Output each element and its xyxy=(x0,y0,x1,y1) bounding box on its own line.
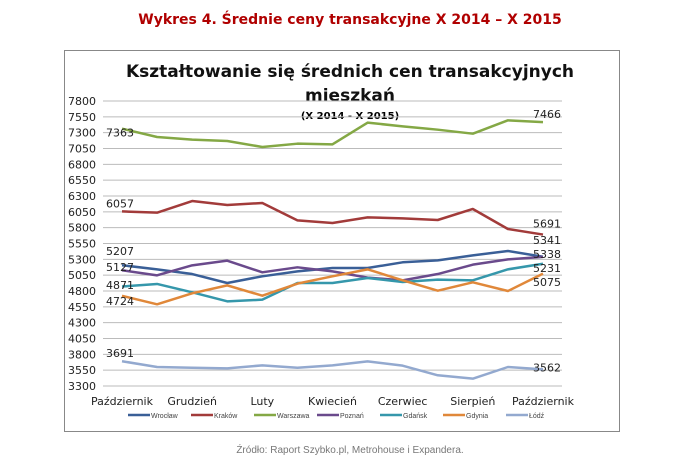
data-label: 7363 xyxy=(106,127,134,140)
source-note: Źródło: Raport Szybko.pl, Metrohouse i E… xyxy=(236,445,464,456)
series-line-Warszawa xyxy=(121,119,544,149)
legend-label: Wrocław xyxy=(151,413,179,420)
y-tick-label: 6550 xyxy=(68,174,96,187)
y-tick-label: 6300 xyxy=(68,190,96,203)
y-tick-label: 7800 xyxy=(68,95,96,108)
y-tick-label: 5800 xyxy=(68,222,96,235)
data-label: 3691 xyxy=(106,347,134,360)
figure-heading: Wykres 4. Średnie ceny transakcyjne X 20… xyxy=(138,12,562,28)
data-label: 5075 xyxy=(533,276,561,289)
data-label: 5231 xyxy=(533,262,561,275)
data-label: 5691 xyxy=(533,218,561,231)
legend-label: Warszawa xyxy=(277,413,310,420)
series-line-Łódź xyxy=(121,360,544,380)
data-label: 4871 xyxy=(106,279,134,292)
y-tick-label: 4550 xyxy=(68,301,96,314)
y-tick-label: 3300 xyxy=(68,380,96,393)
data-label: 3562 xyxy=(533,361,561,374)
y-tick-label: 4050 xyxy=(68,333,96,346)
y-tick-label: 4800 xyxy=(68,285,96,298)
y-tick-label: 7550 xyxy=(68,111,96,124)
y-tick-label: 4300 xyxy=(68,317,96,330)
legend-label: Kraków xyxy=(214,413,238,420)
series-line-Kraków xyxy=(121,199,544,236)
y-tick-label: 6800 xyxy=(68,158,96,171)
data-label: 5127 xyxy=(106,261,134,274)
y-tick-label: 3800 xyxy=(68,348,96,361)
data-label: 5341 xyxy=(533,234,561,247)
x-tick-label: Październik xyxy=(91,395,154,408)
chart-title: mieszkań xyxy=(305,86,395,106)
series-line-Poznań xyxy=(121,255,544,282)
series-line-Gdynia xyxy=(121,268,544,306)
legend-label: Gdynia xyxy=(466,413,488,420)
data-label: 6057 xyxy=(106,197,134,210)
data-label: 4724 xyxy=(106,295,134,308)
legend-label: Poznań xyxy=(340,413,364,420)
x-tick-label: Październik xyxy=(512,395,575,408)
x-tick-label: Luty xyxy=(250,395,274,408)
y-tick-label: 6050 xyxy=(68,206,96,219)
data-label: 7466 xyxy=(533,108,561,121)
x-tick-label: Sierpień xyxy=(450,395,495,408)
legend-label: Łódź xyxy=(529,413,545,420)
y-tick-label: 7300 xyxy=(68,127,96,140)
x-tick-label: Grudzień xyxy=(167,395,217,408)
chart-title: Kształtowanie się średnich cen transakcy… xyxy=(126,62,574,82)
y-tick-label: 5300 xyxy=(68,253,96,266)
series-line-Wrocław xyxy=(121,249,544,285)
y-tick-label: 3550 xyxy=(68,364,96,377)
legend-label: Gdańsk xyxy=(403,413,428,420)
y-tick-label: 7050 xyxy=(68,143,96,156)
data-label: 5338 xyxy=(533,248,561,261)
y-tick-label: 5550 xyxy=(68,238,96,251)
x-tick-label: Czerwiec xyxy=(378,395,428,408)
chart-frame xyxy=(64,50,620,432)
y-tick-label: 5050 xyxy=(68,269,96,282)
data-label: 5207 xyxy=(106,245,134,258)
x-tick-label: Kwiecień xyxy=(308,395,357,408)
